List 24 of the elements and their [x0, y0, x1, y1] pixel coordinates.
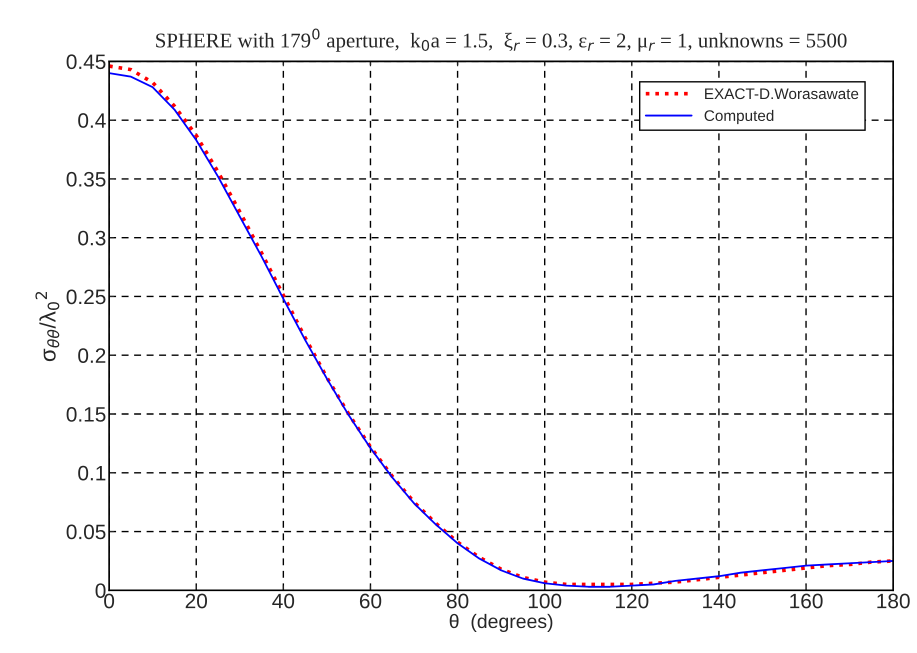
x-tick-label: 160 [790, 594, 823, 608]
x-tick-label: 80 [446, 594, 468, 608]
x-tick-label: 60 [360, 594, 382, 608]
x-tick-label: 180 [877, 594, 910, 608]
chart-title: SPHERE with 179$^{0}$ aperture, k$_{0}$a = 1.5, ξ$_{r}$ = 0.3, ε$_{r}$ = 2, μ$_{r}$ = 1, unknowns = 5500 [156, 28, 847, 52]
x-tick-label: 120 [616, 594, 648, 608]
y-tick-label: 0.3 [78, 230, 106, 246]
y-tick-label: 0.05 [66, 524, 106, 540]
y-tick-label: 0.35 [66, 172, 106, 187]
y-tick-label: 0.1 [78, 466, 106, 481]
x-tick-label: 100 [528, 594, 562, 608]
legend-label: Computed [704, 110, 774, 124]
y-tick-label: 0.15 [66, 407, 106, 422]
y-axis-title: σ$_{θθ}$/λ$_{0}$$^{2}$ [35, 292, 60, 362]
y-tick-label: 0.45 [66, 54, 106, 70]
y-tick-label: 0.2 [78, 348, 106, 363]
x-tick-label: 40 [272, 594, 294, 608]
x-tick-label: 140 [703, 594, 736, 608]
legend-label: EXACT-D.Worasawate [705, 88, 858, 100]
y-tick-label: 0 [96, 583, 106, 598]
y-tick-label: 0.4 [78, 113, 106, 128]
y-tick-label: 0.25 [66, 289, 106, 304]
x-tick-label: 20 [186, 594, 208, 608]
x-axis-title: θ (degrees) [450, 614, 552, 632]
